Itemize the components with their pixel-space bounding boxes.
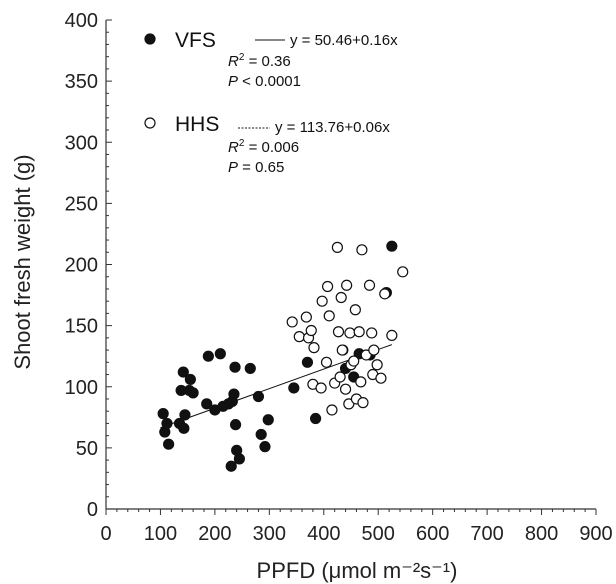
legend-vfs-r2: R2 = 0.36 bbox=[228, 52, 291, 70]
vfs-point bbox=[201, 398, 213, 410]
hhs-point bbox=[348, 355, 360, 367]
legend-vfs-marker bbox=[144, 33, 156, 45]
x-tick-label: 100 bbox=[144, 523, 177, 545]
hhs-point bbox=[353, 326, 365, 338]
vfs-point bbox=[202, 350, 214, 362]
vfs-point bbox=[301, 356, 314, 368]
vfs-point bbox=[157, 408, 169, 420]
legend-hhs-name: HHS bbox=[175, 113, 219, 136]
y-axis-label: Shoot fresh weight (g) bbox=[10, 154, 35, 369]
x-axis-label: PPFD (μmol m⁻²s⁻¹) bbox=[257, 558, 458, 583]
vfs-point bbox=[177, 366, 189, 378]
x-tick-label: 200 bbox=[198, 523, 231, 545]
vfs-point bbox=[163, 438, 175, 450]
hhs-point bbox=[339, 383, 352, 395]
vfs-point bbox=[255, 428, 267, 441]
hhs-point bbox=[300, 311, 312, 323]
y-tick-label: 50 bbox=[76, 438, 98, 460]
hhs-point bbox=[375, 372, 387, 384]
vfs-point bbox=[214, 348, 226, 360]
hhs-point bbox=[386, 329, 398, 342]
vfs-point bbox=[233, 453, 245, 465]
hhs-point bbox=[349, 304, 361, 316]
vfs-point bbox=[259, 441, 271, 453]
hhs-point bbox=[308, 342, 320, 354]
y-tick-label: 0 bbox=[87, 499, 98, 521]
x-tick-label: 0 bbox=[100, 523, 111, 545]
y-tick-label: 150 bbox=[65, 316, 98, 338]
vfs-point bbox=[178, 422, 190, 434]
vfs-point bbox=[187, 387, 199, 399]
hhs-point bbox=[320, 356, 333, 368]
hhs-point bbox=[344, 327, 356, 339]
y-tick-label: 350 bbox=[65, 71, 98, 93]
vfs-point bbox=[229, 361, 241, 373]
y-tick-label: 400 bbox=[65, 10, 98, 32]
legend-hhs-marker bbox=[144, 117, 156, 129]
legend-hhs-p: P = 0.65 bbox=[228, 159, 284, 176]
hhs-point bbox=[356, 244, 368, 256]
x-tick-label: 500 bbox=[362, 523, 395, 545]
hhs-point bbox=[341, 279, 353, 291]
hhs-point bbox=[293, 331, 305, 343]
hhs-point bbox=[332, 326, 345, 338]
legend-hhs-r2: R2 = 0.006 bbox=[228, 138, 299, 156]
data-points bbox=[157, 240, 409, 472]
hhs-point bbox=[335, 291, 347, 304]
hhs-point bbox=[371, 359, 383, 371]
y-tick-label: 300 bbox=[65, 132, 98, 154]
hhs-point bbox=[363, 279, 376, 291]
vfs-point bbox=[310, 412, 322, 425]
x-tick-label: 600 bbox=[416, 523, 449, 545]
vfs-point bbox=[225, 460, 237, 472]
hhs-point bbox=[305, 324, 317, 337]
hhs-point bbox=[336, 344, 348, 356]
hhs-point bbox=[286, 316, 298, 328]
vfs-point bbox=[386, 240, 398, 252]
x-tick-label: 900 bbox=[579, 523, 612, 545]
hhs-point bbox=[321, 280, 334, 293]
axes: 0 50 100 150 200 250 300 350 400 0 100 200 300 400 500… bbox=[65, 10, 613, 545]
legend-vfs-p: P < 0.0001 bbox=[228, 73, 301, 90]
legend-vfs-name: VFS bbox=[175, 29, 216, 52]
vfs-point bbox=[262, 414, 274, 426]
hhs-point bbox=[315, 382, 327, 394]
hhs-point bbox=[323, 310, 335, 322]
legend-hhs: HHS y = 113.76+0.06x R2 = 0.006 P = 0.65 bbox=[144, 113, 390, 176]
y-tick-label: 200 bbox=[65, 255, 98, 277]
vfs-point bbox=[244, 362, 256, 375]
legend-hhs-equation: y = 113.76+0.06x bbox=[275, 119, 390, 136]
vfs-point bbox=[288, 382, 300, 394]
vfs-point bbox=[161, 417, 173, 430]
hhs-point bbox=[366, 327, 378, 339]
y-tick-label: 100 bbox=[65, 377, 98, 399]
vfs-point bbox=[252, 390, 265, 403]
vfs-point bbox=[179, 409, 191, 421]
hhs-point bbox=[357, 397, 369, 409]
vfs-point bbox=[228, 388, 240, 400]
legend-vfs-equation: y = 50.46+0.16x bbox=[290, 32, 398, 49]
x-tick-label: 800 bbox=[525, 523, 558, 545]
vfs-point bbox=[184, 373, 196, 386]
hhs-point bbox=[316, 295, 328, 307]
hhs-point bbox=[379, 288, 391, 300]
hhs-point bbox=[397, 266, 409, 278]
hhs-point bbox=[331, 241, 343, 253]
vfs-point bbox=[229, 419, 242, 431]
x-tick-label: 300 bbox=[253, 523, 286, 545]
legend-vfs: VFS y = 50.46+0.16x R2 = 0.36 P < 0.0001 bbox=[144, 29, 398, 90]
x-tick-label: 700 bbox=[470, 523, 503, 545]
y-tick-label: 250 bbox=[65, 193, 98, 215]
hhs-point bbox=[334, 371, 346, 383]
x-tick-label: 400 bbox=[307, 523, 340, 545]
hhs-point bbox=[355, 376, 367, 388]
hhs-point bbox=[326, 404, 338, 416]
hhs-point bbox=[368, 344, 380, 356]
